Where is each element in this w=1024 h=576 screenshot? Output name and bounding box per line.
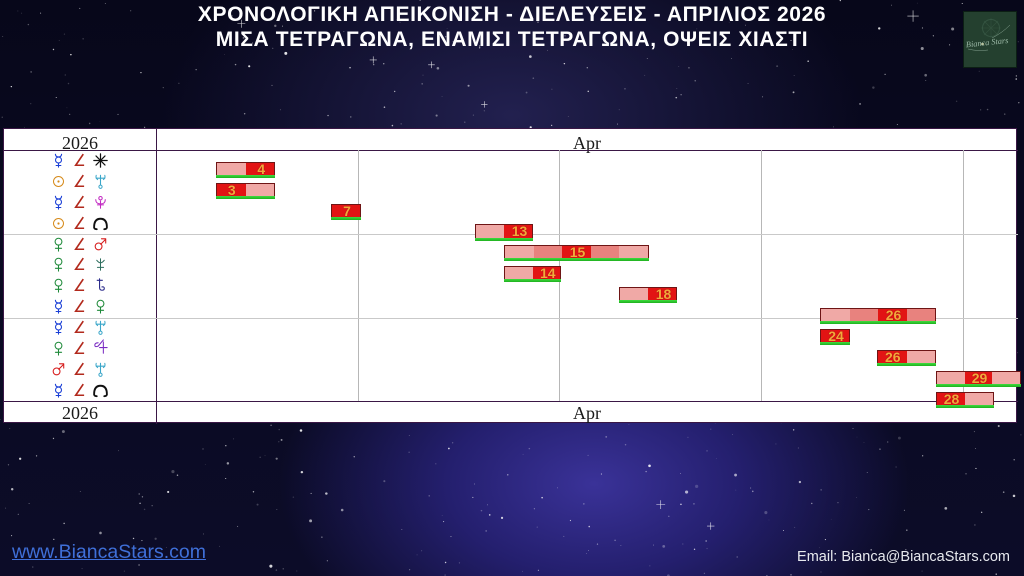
svg-text:Bianca Stars: Bianca Stars [965, 36, 1008, 49]
